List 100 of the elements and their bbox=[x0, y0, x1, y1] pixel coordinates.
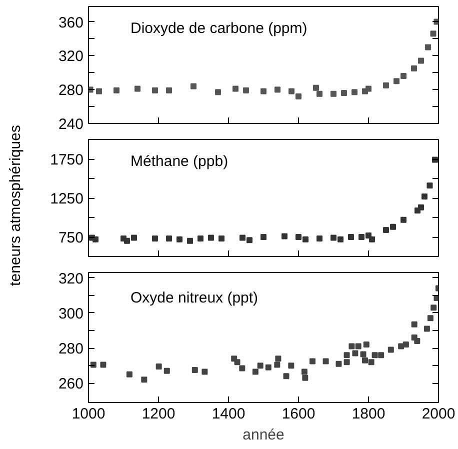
point bbox=[166, 87, 172, 94]
point bbox=[368, 359, 374, 366]
point bbox=[275, 356, 282, 362]
point bbox=[274, 362, 280, 368]
y-tick-label: 280 bbox=[58, 340, 84, 358]
point bbox=[114, 87, 120, 94]
point bbox=[418, 204, 424, 210]
point bbox=[240, 234, 246, 241]
point bbox=[418, 58, 424, 64]
point bbox=[362, 357, 368, 364]
y-tick-label: 1750 bbox=[50, 152, 84, 168]
point bbox=[341, 90, 347, 96]
point bbox=[126, 371, 132, 378]
y-tick-label: 320 bbox=[58, 270, 84, 288]
y-tick-label: 240 bbox=[58, 116, 84, 133]
point bbox=[288, 88, 294, 94]
point bbox=[282, 233, 288, 240]
point bbox=[260, 234, 266, 240]
point bbox=[352, 89, 358, 96]
x-tick-label: 1200 bbox=[142, 406, 176, 422]
point bbox=[190, 83, 196, 90]
point bbox=[363, 342, 370, 348]
point bbox=[302, 236, 308, 242]
text: Oxyde nitreux (ppt) bbox=[130, 289, 258, 306]
point bbox=[360, 351, 366, 358]
point bbox=[283, 373, 290, 380]
point bbox=[166, 236, 172, 242]
point bbox=[427, 315, 434, 322]
point bbox=[202, 368, 208, 375]
x-axis-title: année bbox=[242, 426, 284, 444]
point bbox=[430, 30, 436, 37]
point bbox=[257, 362, 264, 369]
point bbox=[388, 346, 394, 353]
point bbox=[383, 226, 389, 233]
point bbox=[348, 343, 355, 350]
point bbox=[90, 362, 96, 368]
point bbox=[394, 78, 400, 84]
x-tick-label: 1400 bbox=[212, 406, 246, 422]
x-tick-label: 1800 bbox=[352, 406, 386, 422]
point bbox=[383, 82, 389, 88]
point bbox=[243, 87, 249, 94]
point bbox=[92, 236, 98, 242]
point bbox=[369, 236, 375, 242]
point bbox=[313, 84, 319, 91]
point bbox=[187, 238, 193, 244]
point bbox=[208, 234, 214, 241]
point bbox=[156, 363, 162, 370]
point bbox=[176, 236, 182, 242]
y-tick-label: 280 bbox=[58, 82, 84, 100]
point bbox=[400, 73, 406, 80]
point bbox=[414, 338, 420, 344]
point bbox=[141, 376, 148, 383]
point bbox=[301, 368, 308, 375]
point bbox=[344, 359, 350, 366]
point bbox=[265, 364, 272, 370]
point bbox=[131, 234, 137, 241]
point bbox=[426, 182, 433, 189]
x-tick-label: 2000 bbox=[422, 406, 456, 422]
point bbox=[164, 368, 170, 374]
point bbox=[411, 65, 417, 72]
point bbox=[134, 86, 140, 92]
point bbox=[411, 321, 418, 328]
point bbox=[152, 236, 158, 242]
point bbox=[402, 342, 409, 348]
point bbox=[338, 236, 344, 242]
point bbox=[322, 358, 329, 364]
point bbox=[234, 359, 240, 366]
point bbox=[424, 326, 430, 332]
point bbox=[296, 234, 302, 240]
point bbox=[422, 193, 428, 200]
point bbox=[246, 237, 252, 244]
point bbox=[358, 234, 364, 240]
point bbox=[232, 86, 238, 92]
point bbox=[274, 86, 280, 93]
y-tick-label: 1250 bbox=[50, 190, 84, 208]
point bbox=[344, 352, 350, 358]
point bbox=[330, 234, 336, 241]
point bbox=[378, 352, 384, 358]
x-tick-label: 1000 bbox=[72, 406, 106, 422]
y-tick-label: 750 bbox=[58, 230, 84, 246]
point bbox=[316, 236, 322, 242]
point bbox=[366, 86, 372, 92]
y-tick-label: 320 bbox=[58, 48, 84, 66]
point bbox=[310, 358, 316, 364]
point bbox=[260, 88, 266, 94]
point bbox=[215, 89, 221, 96]
point bbox=[192, 367, 198, 373]
y-axis-title: teneurs atmosphériques bbox=[6, 124, 26, 286]
point bbox=[425, 44, 431, 50]
point bbox=[96, 88, 102, 94]
point bbox=[430, 304, 437, 311]
point bbox=[390, 224, 396, 230]
y-tick-label: 360 bbox=[58, 14, 84, 32]
text: Méthane (ppb) bbox=[130, 152, 228, 170]
point bbox=[198, 236, 204, 242]
point bbox=[355, 343, 362, 350]
point bbox=[316, 90, 322, 97]
point bbox=[252, 368, 258, 375]
y-tick-label: 300 bbox=[58, 305, 84, 322]
point bbox=[348, 234, 354, 240]
